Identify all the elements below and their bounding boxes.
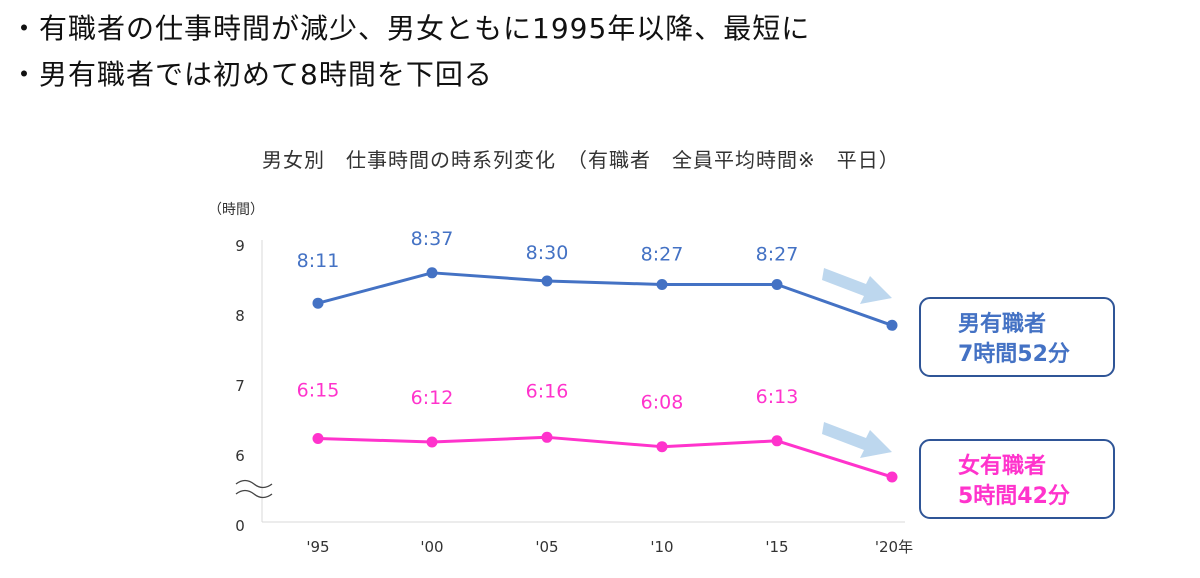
trend-arrow-icon	[822, 422, 892, 458]
series-1-point	[426, 267, 438, 279]
x-tick-label: '10	[650, 538, 673, 556]
y-tick-label: 8	[235, 307, 245, 325]
x-tick-label: '95	[306, 538, 329, 556]
x-tick-label: '15	[765, 538, 788, 556]
series-1-callout-box	[919, 297, 1115, 377]
series-1-callout-value: 7時間52分	[958, 342, 1070, 367]
series-1-data-label: 8:27	[641, 244, 684, 266]
series-1-data-label: 8:30	[526, 242, 569, 264]
y-tick-label: 0	[235, 517, 245, 535]
series-2-data-label: 6:15	[297, 380, 340, 402]
axis-break-mark-bottom	[235, 489, 273, 499]
series-2-callout-box	[919, 439, 1115, 519]
series-2-point	[541, 431, 553, 443]
trend-arrow-icon	[822, 268, 892, 304]
series-2-point	[771, 435, 783, 447]
x-tick-label: '00	[420, 538, 443, 556]
series-2-callout-value: 5時間42分	[958, 484, 1070, 509]
y-tick-label: 7	[235, 377, 245, 395]
series-1-point	[656, 279, 668, 290]
series-1-line	[317, 271, 893, 327]
series-2-callout-title: 女有職者	[958, 453, 1046, 479]
series-2-line	[317, 435, 893, 479]
series-1-point	[312, 297, 324, 309]
series-2-point	[886, 471, 898, 483]
headline-bullet-2: ・男有職者では初めて8時間を下回る	[10, 58, 493, 91]
series-1-point	[541, 275, 553, 287]
y-tick-label: 9	[235, 237, 245, 255]
series-2-data-label: 6:12	[411, 387, 454, 409]
y-axis-label: （時間）	[208, 202, 264, 218]
x-tick-label: '05	[535, 538, 558, 556]
series-2-data-label: 6:08	[641, 392, 684, 414]
series-1-data-label: 8:37	[411, 228, 454, 250]
y-tick-label: 6	[235, 447, 245, 465]
series-2-point	[656, 441, 668, 453]
series-2-data-label: 6:13	[756, 386, 799, 408]
series-1-callout-title: 男有職者	[958, 311, 1046, 337]
series-1-data-label: 8:27	[756, 244, 799, 266]
x-tick-label: '20年	[875, 538, 913, 556]
series-2-point	[312, 433, 324, 444]
headline: ・有職者の仕事時間が減少、男女ともに1995年以降、最短に ・男有職者では初めて…	[10, 6, 810, 98]
series-2-data-label: 6:16	[526, 380, 569, 402]
chart-title: 男女別 仕事時間の時系列変化 （有職者 全員平均時間※ 平日）	[262, 148, 900, 172]
axis-break-mark-top	[235, 479, 273, 489]
series-1-data-label: 8:11	[297, 250, 340, 272]
series-1-point	[886, 319, 898, 331]
series-2-point	[426, 436, 438, 448]
headline-bullet-1: ・有職者の仕事時間が減少、男女ともに1995年以降、最短に	[10, 12, 811, 45]
series-1-point	[771, 279, 783, 290]
